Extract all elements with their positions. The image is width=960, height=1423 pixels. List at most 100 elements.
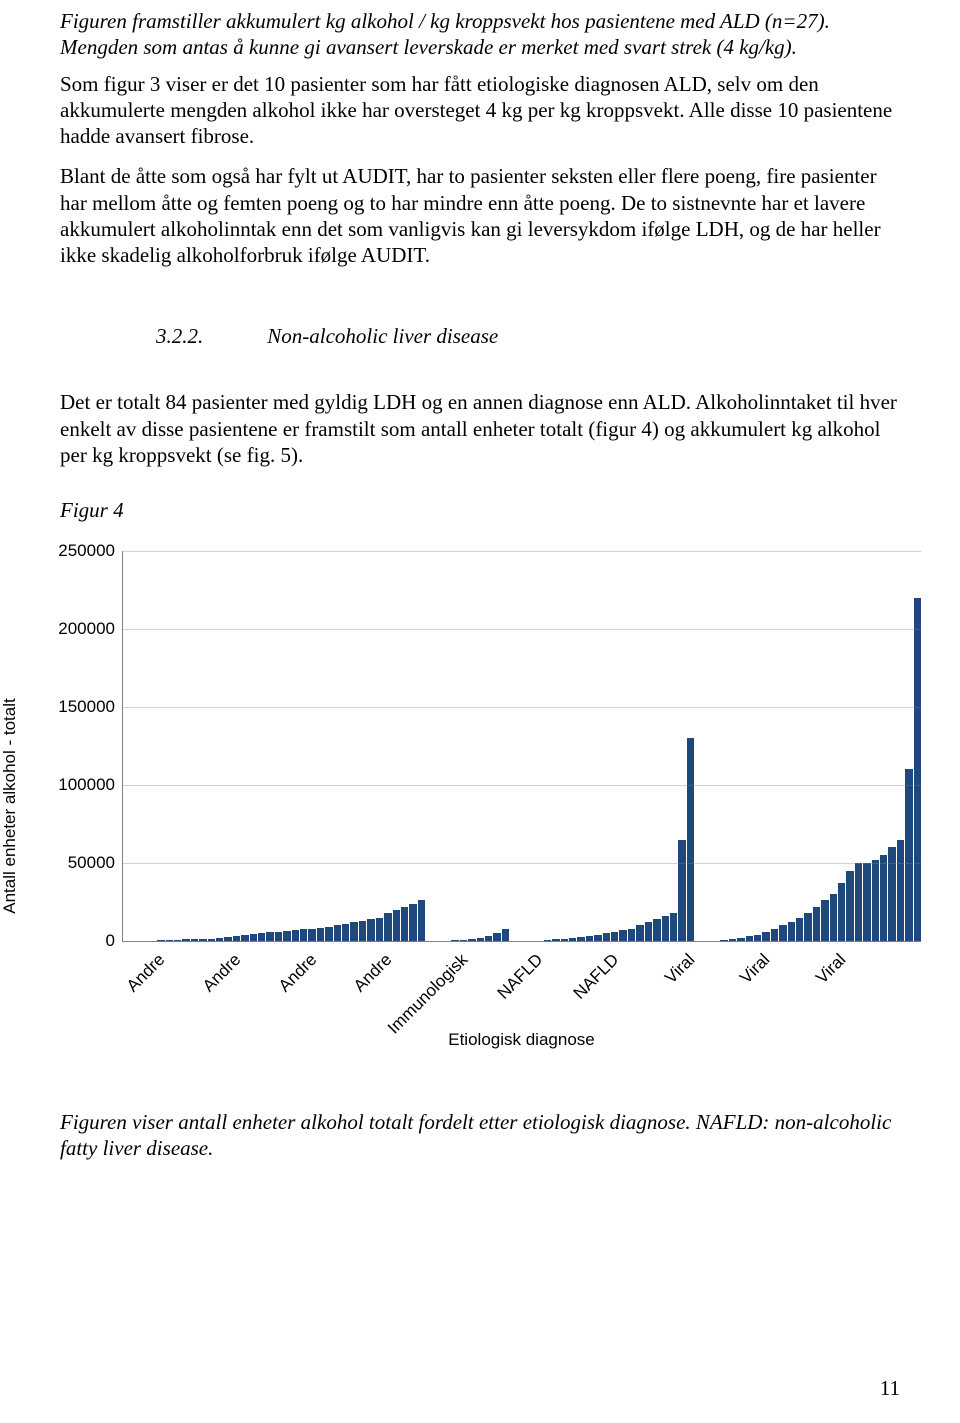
chart-bar <box>611 932 618 941</box>
chart-bar <box>342 924 349 941</box>
chart-bar <box>552 939 559 941</box>
y-tick-label: 250000 <box>58 541 115 561</box>
chart-bar <box>897 840 904 941</box>
chart-bar <box>687 738 694 941</box>
section-heading-322: 3.2.2.Non-alcoholic liver disease <box>156 324 900 349</box>
chart-bar <box>577 937 584 941</box>
chart-bar <box>359 921 366 941</box>
y-tick-label: 200000 <box>58 619 115 639</box>
chart-bar <box>821 900 828 941</box>
chart-bar <box>771 929 778 941</box>
x-axis-labels: AndreAndreAndreAndreImmunologiskNAFLDNAF… <box>122 948 920 1020</box>
chart-bar <box>636 925 643 941</box>
chart-bar <box>645 922 652 941</box>
chart-bar <box>720 940 727 941</box>
chart-bar <box>737 938 744 941</box>
chart-bar <box>788 922 795 941</box>
chart-bar <box>662 916 669 941</box>
chart-bar <box>250 934 257 941</box>
y-tick-label: 50000 <box>68 853 115 873</box>
chart-bar <box>729 939 736 941</box>
x-category-label: Viral <box>661 950 699 988</box>
chart-bar <box>174 940 181 941</box>
chart-bar <box>846 871 853 941</box>
chart-bar <box>283 931 290 941</box>
chart-bar <box>292 930 299 941</box>
chart-bar <box>216 938 223 941</box>
chart-bar <box>409 904 416 941</box>
x-category-label: Viral <box>736 950 774 988</box>
chart-bar <box>804 913 811 941</box>
chart-bar <box>594 935 601 941</box>
y-tick-label: 0 <box>106 931 115 951</box>
chart-bar <box>208 939 215 941</box>
paragraph-results-2: Blant de åtte som også har fylt ut AUDIT… <box>60 163 900 268</box>
chart-bar <box>619 930 626 941</box>
chart-bar <box>241 935 248 941</box>
chart-bar <box>561 939 568 941</box>
chart-bars <box>123 551 921 941</box>
x-category-label: Andre <box>350 950 396 996</box>
chart-bar <box>182 939 189 941</box>
chart-plot: 050000100000150000200000250000 Andre Andr… <box>122 551 921 1050</box>
chart-bar <box>914 598 921 941</box>
chart-bar <box>855 863 862 941</box>
chart-bar <box>872 860 879 941</box>
chart-plot-area: 050000100000150000200000250000 <box>122 551 921 942</box>
chart-bar <box>451 940 458 941</box>
chart-bar <box>678 840 685 941</box>
y-tick-label: 150000 <box>58 697 115 717</box>
section-title: Non-alcoholic liver disease <box>267 324 498 348</box>
chart-bar <box>275 932 282 941</box>
y-axis-title: Antall enheter alkohol - totalt <box>0 698 20 913</box>
chart-bar <box>308 929 315 941</box>
paragraph-intro-322: Det er totalt 84 pasienter med gyldig LD… <box>60 389 900 468</box>
chart-bar <box>628 929 635 941</box>
x-category-label: Andre <box>123 950 169 996</box>
page-number: 11 <box>880 1376 900 1401</box>
chart-bar <box>754 935 761 941</box>
chart-bar <box>670 913 677 941</box>
chart-bar <box>418 900 425 941</box>
chart-bar <box>460 940 467 941</box>
x-axis-title: Etiologisk diagnose <box>122 1030 921 1050</box>
x-category-label: NAFLD <box>494 950 548 1004</box>
chart-bar <box>586 936 593 941</box>
chart-bar <box>544 940 551 941</box>
chart-bar <box>863 863 870 941</box>
chart-bar <box>477 938 484 941</box>
chart-bar <box>493 933 500 941</box>
chart-bar <box>569 938 576 941</box>
chart-bar <box>746 936 753 941</box>
chart-bar <box>166 940 173 941</box>
chart-bar <box>157 940 164 941</box>
chart-bar <box>325 927 332 941</box>
page: Figuren framstiller akkumulert kg alkoho… <box>0 0 960 1423</box>
chart-bar <box>224 937 231 941</box>
figure4-label: Figur 4 <box>60 498 900 523</box>
chart-bar <box>376 918 383 941</box>
chart-bar <box>367 919 374 941</box>
x-category-label: Immunologisk <box>384 950 472 1038</box>
chart-gridline <box>123 551 921 552</box>
chart-bar <box>813 907 820 941</box>
chart-bar <box>502 929 509 941</box>
x-category-label: Andre <box>275 950 321 996</box>
chart-gridline <box>123 707 921 708</box>
y-tick-label: 100000 <box>58 775 115 795</box>
chart-bar <box>779 925 786 941</box>
chart-bar <box>300 929 307 941</box>
paragraph-results-1: Som figur 3 viser er det 10 pasienter so… <box>60 71 900 150</box>
figure4-caption: Figuren viser antall enheter alkohol tot… <box>60 1109 900 1162</box>
chart-bar <box>830 894 837 941</box>
chart-gridline <box>123 629 921 630</box>
chart-bar <box>191 939 198 941</box>
chart-bar <box>266 932 273 941</box>
figure3-description: Figuren framstiller akkumulert kg alkoho… <box>60 8 900 61</box>
chart-bar <box>258 933 265 941</box>
chart-bar <box>762 932 769 941</box>
chart-bar <box>334 925 341 941</box>
chart-bar <box>838 883 845 941</box>
chart-bar <box>468 939 475 941</box>
chart-bar <box>603 933 610 941</box>
